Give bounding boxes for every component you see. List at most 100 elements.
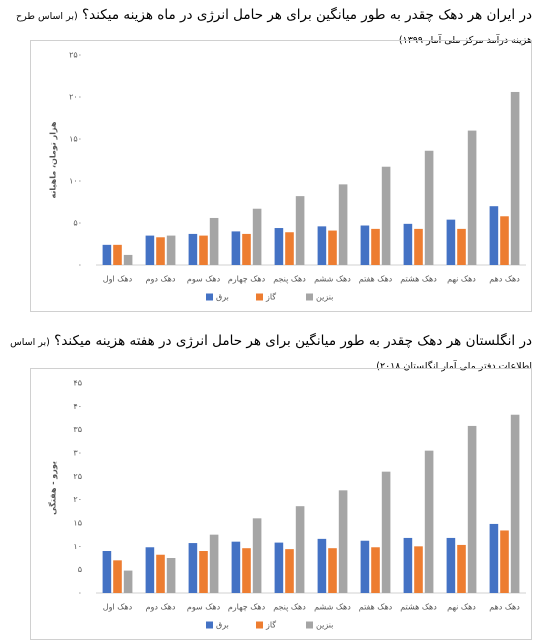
x-tick-label: دهک نهم (447, 603, 476, 612)
x-tick-label: دهک دوم (146, 275, 176, 284)
bar (338, 490, 348, 593)
bar (489, 523, 499, 593)
y-tick-label: ۴۰ (73, 402, 82, 411)
y-tick-label: ۱۰ (73, 542, 82, 551)
y-tick-label: ۲۰۰ (69, 93, 82, 102)
legend-swatch (306, 621, 313, 629)
x-tick-label: دهک نهم (447, 275, 476, 284)
bar (113, 560, 122, 593)
bar (446, 537, 456, 593)
bar (166, 558, 176, 593)
legend-label: بنزین (316, 621, 333, 630)
bar (123, 570, 133, 593)
bar (123, 254, 133, 265)
bar (457, 544, 466, 593)
bar (166, 235, 176, 265)
bar (188, 543, 198, 593)
y-tick-label: ۱۰۰ (69, 177, 82, 186)
y-tick-label: ۱۵۰ (69, 135, 82, 144)
bar (295, 196, 305, 265)
bar (188, 233, 198, 265)
bar (510, 414, 520, 593)
bar (102, 244, 112, 265)
x-tick-label: دهک سوم (187, 603, 221, 612)
bar (209, 217, 219, 265)
chart-subtitle: (بر اساس اطلاعات دفتر ملی آمار انگلستان … (10, 337, 532, 372)
legend-label: گاز (265, 292, 276, 302)
bar (500, 216, 509, 265)
x-tick-label: دهک هفتم (359, 275, 393, 284)
x-tick-label: دهک هشتم (400, 603, 437, 612)
bar (328, 230, 337, 265)
legend-label: بنزین (316, 293, 333, 302)
bar (381, 166, 391, 265)
bar (231, 541, 241, 593)
bar (403, 223, 413, 265)
chart: هزار تومان، ماهیانه ۰ ۵۰ ۱۰۰ ۱۵۰ ۲۰۰ ۲۵۰ دهک او… (30, 40, 532, 312)
y-tick-label: ۲۰ (73, 495, 82, 504)
x-tick-label: دهک ششم (314, 603, 351, 612)
bar (295, 506, 305, 593)
y-tick-label: ۲۵ (73, 472, 82, 481)
y-axis-label: یورو - هفتگی (48, 461, 58, 515)
bar (467, 425, 477, 593)
bar (317, 538, 327, 593)
legend-label: گاز (265, 620, 276, 630)
bar (467, 130, 477, 265)
x-tick-label: دهک پنجم (273, 603, 306, 612)
y-tick-label: ۵ (78, 565, 82, 574)
bar (328, 548, 337, 593)
bar (360, 225, 370, 265)
bar (510, 91, 520, 266)
bar (156, 554, 165, 593)
legend-swatch (206, 621, 213, 629)
bar (381, 471, 391, 593)
x-tick-label: دهک اول (103, 275, 133, 284)
legend-label: برق (216, 621, 229, 630)
bar (285, 549, 294, 593)
bar (102, 551, 112, 593)
bar (199, 551, 208, 593)
bar (274, 542, 284, 593)
bar (252, 518, 262, 593)
legend-swatch (306, 293, 313, 301)
bar (414, 228, 423, 265)
bar (371, 547, 380, 593)
x-tick-label: دهک پنجم (273, 275, 306, 284)
x-tick-label: دهک هشتم (400, 275, 437, 284)
x-tick-label: دهک اول (103, 603, 133, 612)
bar (199, 235, 208, 265)
y-tick-label: ۴۵ (73, 379, 82, 388)
chart-title: در انگلستان هر دهک چقدر به طور میانگین ب… (54, 333, 532, 349)
y-axis-label: هزار تومان، ماهیانه (49, 121, 58, 198)
bar (209, 534, 219, 593)
bar (145, 547, 155, 593)
x-tick-label: دهک دهم (489, 275, 520, 284)
bar (500, 530, 509, 593)
bar (274, 228, 284, 265)
legend-swatch (206, 293, 213, 301)
legend-label: برق (216, 293, 229, 302)
bar (338, 184, 348, 265)
y-tick-label: ۲۵۰ (69, 51, 82, 60)
y-tick-label: ۳۵ (73, 425, 82, 434)
x-tick-label: دهک هفتم (359, 603, 393, 612)
bar (285, 232, 294, 265)
bar (414, 546, 423, 593)
chart-title-block: در انگلستان هر دهک چقدر به طور میانگین ب… (10, 330, 532, 378)
x-tick-label: دهک دهم (489, 603, 520, 612)
bar (424, 450, 434, 593)
bar (145, 235, 155, 265)
x-tick-label: دهک چهارم (228, 603, 266, 612)
bar (252, 208, 262, 265)
y-tick-label: ۵۰ (73, 219, 82, 228)
bar (242, 548, 251, 593)
bar (446, 219, 456, 265)
legend-swatch (256, 621, 263, 629)
bar (156, 237, 165, 265)
bar (242, 233, 251, 265)
y-tick-label: ۰ (78, 589, 82, 598)
bar (231, 231, 241, 265)
y-tick-label: ۳۰ (73, 449, 82, 458)
